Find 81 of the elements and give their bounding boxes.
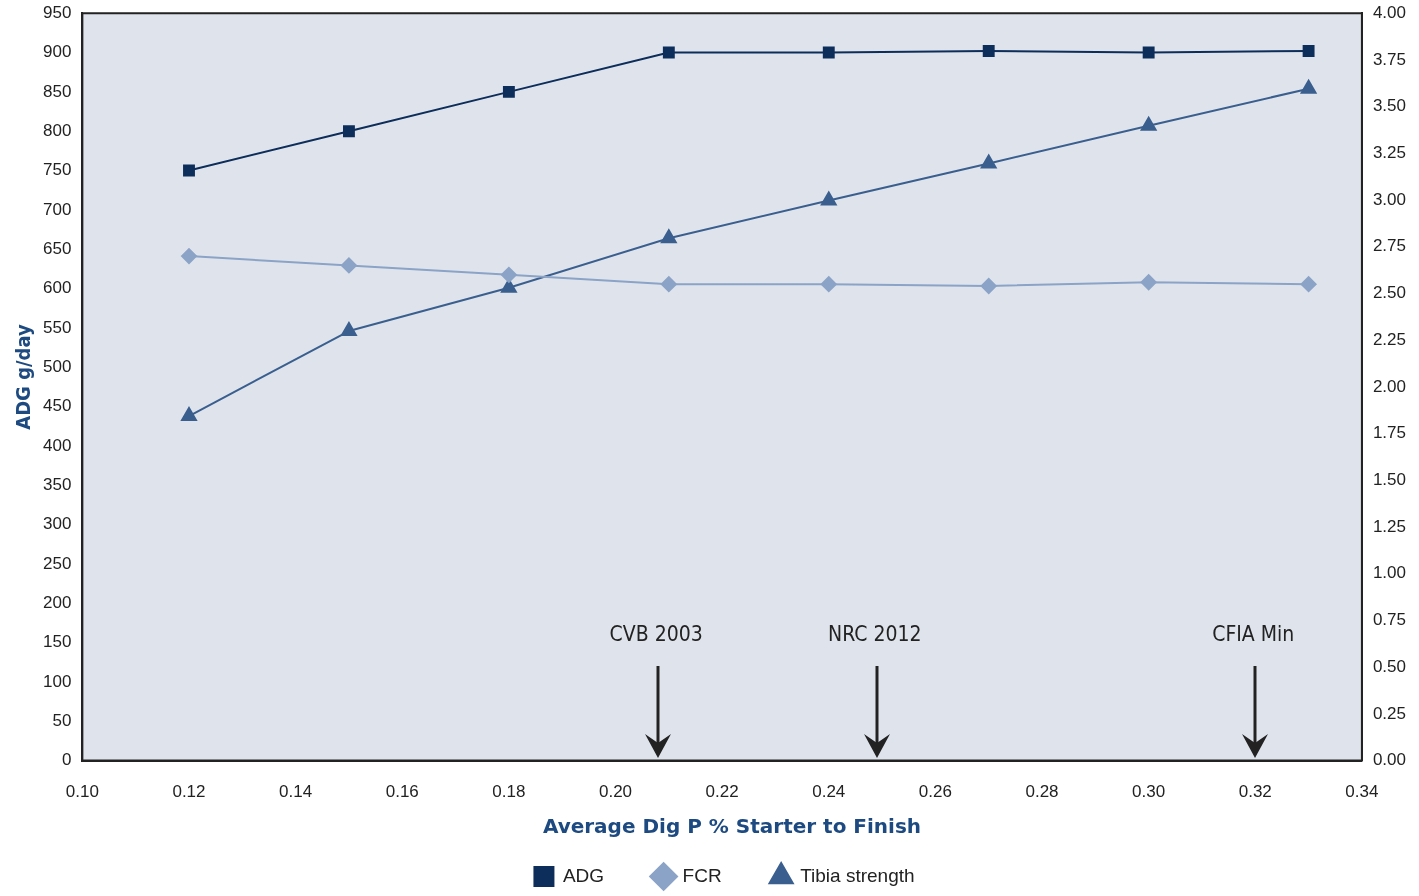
y-tick-label: 400 [42,435,72,455]
point [980,154,997,169]
x-tick-label: 0.12 [172,782,206,802]
point [1140,274,1157,291]
y-tick-label: 500 [42,356,72,376]
y-tick-label: 900 [42,42,72,62]
x-tick-label: 0.34 [1345,782,1379,802]
y-tick-label: 100 [42,671,72,691]
y-tick-label: 650 [42,238,72,258]
point [180,248,197,265]
y2-tick-label: 1.75 [1372,423,1407,443]
x-tick-label: 0.24 [812,782,846,802]
y-tick-label: 250 [42,553,72,573]
x-tick-label: 0.22 [705,782,739,802]
point [980,278,997,294]
y-tick-label: 700 [42,199,72,219]
y2-tick-label: 3.00 [1372,189,1407,209]
point [1140,116,1157,131]
x-tick-label: 0.28 [1025,782,1059,802]
y-tick-label: 450 [42,396,72,416]
point [662,46,675,59]
point [1302,45,1315,57]
x-tick-label: 0.26 [918,782,952,802]
y2-tick-label: 2.00 [1372,376,1407,396]
y-tick-label: 200 [42,592,72,612]
ref-line-label: CVB 2003 [609,621,703,646]
legend-label: Tibia strength [800,864,915,886]
x-tick-label: 0.20 [598,782,633,802]
ref-line-label: CFIA Min [1212,621,1295,646]
point [183,164,195,177]
y-tick-label: 550 [42,317,72,337]
y-tick-label: 800 [42,120,72,140]
legend-label: FCR [682,864,722,886]
point [181,407,197,422]
x-tick-label: 0.16 [385,782,419,802]
y-tick-label: 350 [42,474,72,494]
point [1142,46,1155,59]
point [820,276,837,293]
legend-label: ADG [562,864,605,886]
y2-tick-label: 2.75 [1372,236,1407,256]
point [982,45,995,57]
y2-tick-label: 4.00 [1372,2,1407,22]
y2-tick-label: 3.75 [1372,49,1407,69]
y2-tick-label: 0.25 [1372,703,1407,723]
y-tick-label: 850 [42,81,72,101]
point [502,85,515,98]
ref-line-label: NRC 2012 [828,621,922,646]
y2-tick-label: 0.00 [1372,750,1407,770]
point [342,125,355,138]
y-tick-label: 150 [42,632,72,652]
y2-tick-label: 0.75 [1372,610,1407,630]
y2-tick-label: 3.25 [1372,143,1407,163]
y2-tick-label: 1.50 [1372,470,1407,490]
x-tick-label: 0.10 [65,782,99,802]
y-axis-title: ADG g/day [11,323,35,432]
y-tick-label: 50 [52,710,72,730]
x-tick-label: 0.30 [1132,782,1166,802]
y2-tick-label: 1.25 [1372,516,1407,536]
y2-tick-label: 1.00 [1372,563,1407,583]
point [660,229,677,244]
point [341,322,357,337]
point [1300,276,1317,293]
y-tick-label: 750 [42,160,72,180]
y2-tick-label: 0.50 [1372,656,1407,676]
y2-tick-label: 2.50 [1372,283,1407,303]
x-tick-label: 0.18 [492,782,526,802]
x-tick-label: 0.14 [279,782,313,802]
point [820,191,837,206]
y-tick-label: 0 [61,750,72,770]
point [500,266,517,283]
point [660,276,677,293]
y-tick-label: 950 [42,2,72,22]
y2-tick-label: 2.25 [1372,329,1407,349]
y-tick-label: 600 [42,278,72,298]
y2-tick-label: 3.50 [1372,96,1407,116]
point [1300,79,1317,94]
point [822,46,835,59]
y-tick-label: 300 [42,514,72,534]
point [340,257,357,274]
x-tick-label: 0.32 [1238,782,1272,802]
x-axis-title: Average Dig P % Starter to Finish [541,814,923,838]
